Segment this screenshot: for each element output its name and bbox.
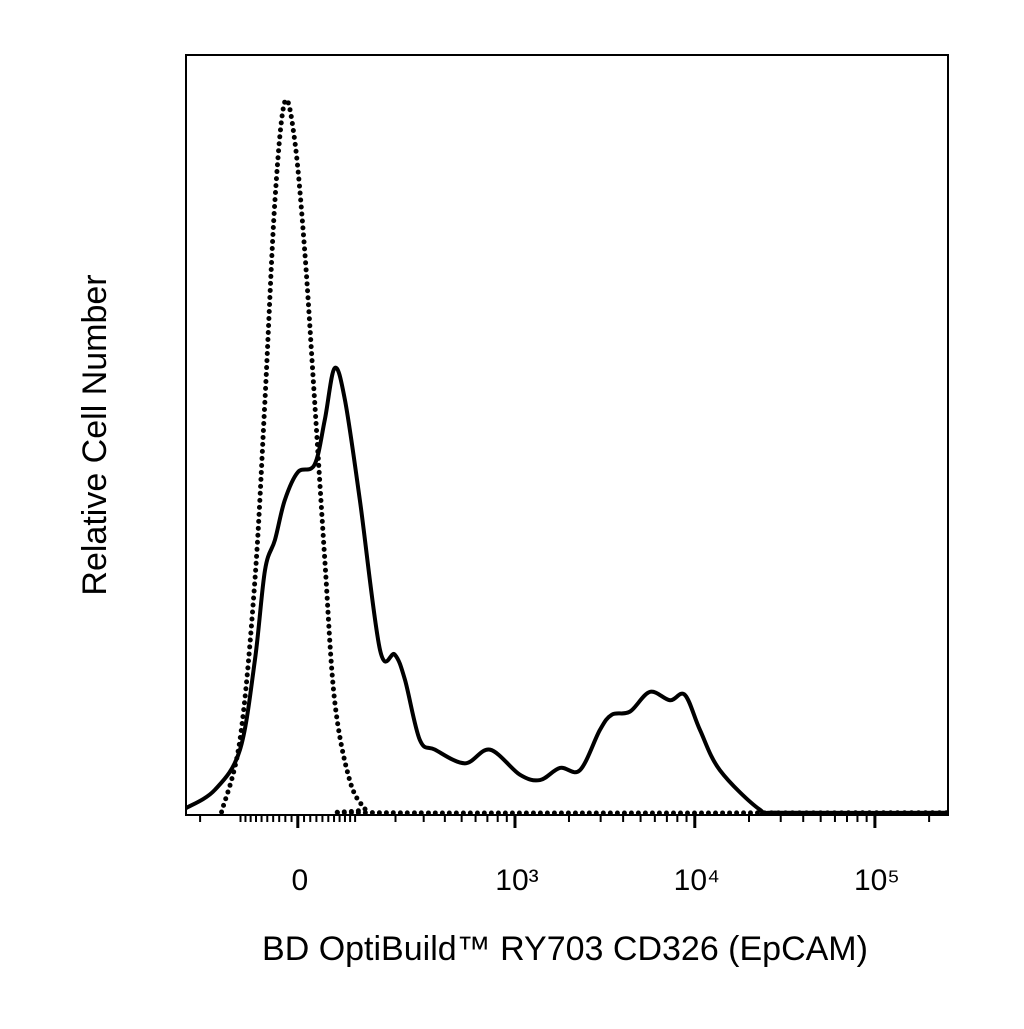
x-tick-label: 10⁵ xyxy=(854,864,900,897)
x-axis-title: BD OptiBuild™ RY703 CD326 (EpCAM) xyxy=(262,930,868,968)
x-tick-label: 10⁴ xyxy=(674,864,720,897)
histogram-curve xyxy=(219,97,951,816)
histogram-curve xyxy=(184,365,949,816)
y-axis-title: Relative Cell Number xyxy=(76,274,114,595)
x-tick-label: 10³ xyxy=(495,864,538,897)
x-tick-label: 0 xyxy=(291,864,308,897)
plot-frame xyxy=(185,54,949,816)
